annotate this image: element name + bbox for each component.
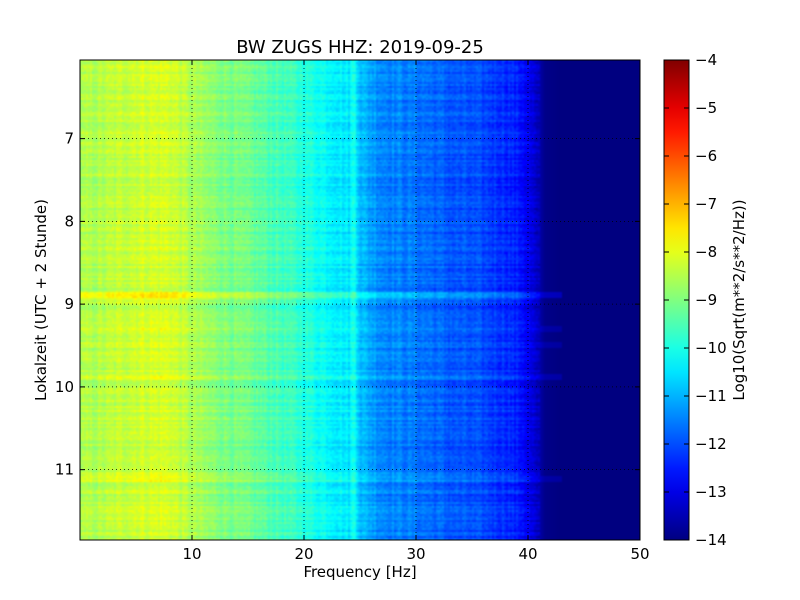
y-tick-label: 9 [64, 295, 74, 313]
x-tick-label: 50 [630, 545, 649, 563]
spectrogram-image [80, 60, 640, 540]
colorbar-tick-label: −12 [695, 435, 727, 453]
x-tick-label: 10 [182, 545, 201, 563]
colorbar-tick-label: −4 [695, 51, 717, 69]
colorbar-label: Log10(Sqrt(m**2/s**2/Hz)) [730, 199, 748, 400]
x-tick-label: 20 [294, 545, 313, 563]
y-tick-label: 11 [55, 461, 74, 479]
x-axis-ticks: 10 20 30 40 50 [182, 60, 650, 563]
colorbar-tick-label: −6 [695, 147, 717, 165]
y-axis-ticks: 7 8 9 10 11 [55, 130, 640, 479]
y-tick-label: 8 [64, 212, 74, 230]
chart-title: BW ZUGS HHZ: 2019-09-25 [236, 37, 484, 58]
colorbar-tick-label: −13 [695, 483, 727, 501]
grid-lines [80, 60, 640, 540]
colorbar: −4 −5 −6 −7 −8 −9 −10 −11 −12 −13 −14 [663, 51, 727, 549]
colorbar-tick-label: −7 [695, 195, 717, 213]
colorbar-tick-label: −11 [695, 387, 727, 405]
colorbar-tick-label: −8 [695, 243, 717, 261]
y-axis-label: Lokalzeit (UTC + 2 Stunde) [32, 199, 50, 401]
colorbar-tick-label: −9 [695, 291, 717, 309]
x-tick-label: 30 [406, 545, 425, 563]
spectrogram-plot [80, 60, 640, 540]
colorbar-tick-label: −14 [695, 531, 727, 549]
plot-frame [79, 59, 641, 541]
x-axis-label: Frequency [Hz] [303, 563, 416, 581]
colorbar-tick-label: −5 [695, 99, 717, 117]
x-tick-label: 40 [518, 545, 537, 563]
colorbar-tick-label: −10 [695, 339, 727, 357]
y-tick-label: 10 [55, 378, 74, 396]
y-tick-label: 7 [64, 130, 74, 148]
